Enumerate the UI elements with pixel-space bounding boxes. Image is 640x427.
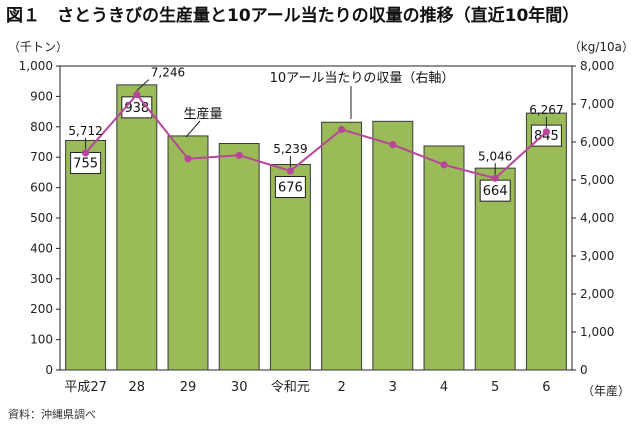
left-axis-ticks: 0 100 200 300 400 500 600 700 800 900 1,000 [19,59,60,377]
bar [65,139,107,371]
line-series [82,91,551,182]
left-tick-label: 0 [45,363,53,377]
right-tick-label: 4,000 [580,211,614,225]
bar [116,84,158,371]
bar-value-label: 664 [483,184,508,199]
line-value-label: 6,267 [529,103,563,117]
bar-series-leader [185,120,201,138]
source-note: 資料：沖縄県調べ [8,407,96,421]
right-tick-label: 6,000 [580,135,614,149]
right-tick-label: 5,000 [580,173,614,187]
bar [269,163,311,371]
x-category-label: 29 [180,380,197,395]
left-axis-unit: （千トン） [8,40,68,54]
bar [525,112,567,371]
bar-value-label: 845 [534,129,559,144]
right-tick-label: 7,000 [580,97,614,111]
left-tick-label: 500 [30,211,53,225]
right-tick-label: 0 [580,363,588,377]
x-category-label: 30 [231,380,248,395]
left-tick-label: 600 [30,181,53,195]
x-category-label: 3 [389,380,397,395]
x-axis-unit: （年産） [582,383,630,398]
yield-point [235,151,243,159]
yield-point [338,125,346,134]
yield-point [389,141,397,149]
right-tick-label: 2,000 [580,287,614,301]
bar-value-label: 676 [278,180,303,195]
left-tick-label: 400 [30,241,53,255]
x-category-label: 令和元 [271,380,310,395]
x-category-label: 2 [337,380,345,395]
bar [321,121,363,371]
chart-title: 図１ さとうきびの生産量と10アール当たりの収量の推移（直近10年間） [6,5,579,26]
yield-point [286,167,294,175]
right-axis-unit: （kg/10a） [569,40,634,54]
right-tick-label: 8,000 [580,59,614,73]
bar-value-label: 755 [73,156,98,171]
line-value-label: 5,712 [68,124,102,138]
left-tick-label: 700 [30,150,53,164]
x-category-label: 平成27 [64,380,107,395]
bar [372,120,414,371]
left-tick-label: 1,000 [19,59,53,73]
x-category-label: 28 [129,380,146,395]
left-tick-label: 900 [30,89,53,103]
line-value-label: 7,246 [151,66,185,80]
line-value-labels: 5,712 7,246 5,239 5,046 6,267 [68,66,564,175]
yield-point [440,161,448,169]
bar [167,135,209,371]
x-axis-categories: 平成27 28 29 30 令和元 2 3 4 5 6 [64,380,550,395]
left-tick-label: 100 [30,333,53,347]
x-category-label: 4 [440,380,448,395]
yield-point [491,174,499,182]
x-category-label: 6 [542,380,550,395]
bar-value-labels: 755 938 676 664 845 [70,96,562,202]
line-value-label: 5,239 [273,142,307,156]
left-tick-label: 800 [30,120,53,134]
plot-area [59,65,573,371]
bar-value-box [274,175,306,198]
right-tick-label: 1,000 [580,325,614,339]
line-value-label: 5,046 [478,149,512,163]
right-axis-ticks: 0 1,000 2,000 3,000 4,000 5,000 6,000 7,000 8,00… [572,59,614,377]
line-series-annotation: 10アール当たりの収量（右軸） [270,71,455,86]
left-tick-label: 200 [30,302,53,316]
yield-point [82,149,90,157]
yield-point [184,155,192,163]
left-tick-label: 300 [30,272,53,286]
line-value-leader [136,79,150,92]
bar-value-label: 938 [124,101,149,116]
bar [218,143,260,371]
yield-point [133,91,141,99]
bar-series [65,84,567,371]
x-category-label: 5 [491,380,499,395]
right-tick-label: 3,000 [580,249,614,263]
bar [423,145,465,371]
yield-line [84,93,548,180]
bar-series-annotation: 生産量 [183,106,222,122]
yield-point [542,128,551,136]
bar [474,167,516,371]
